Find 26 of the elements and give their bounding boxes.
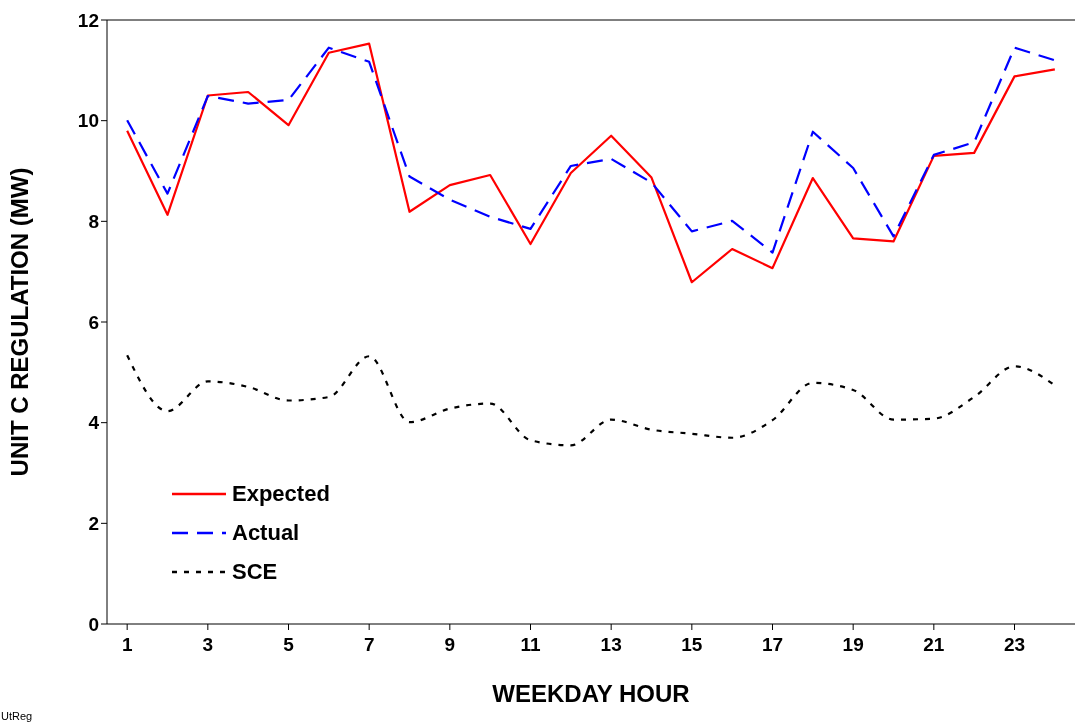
x-tick-label: 1: [121, 634, 133, 656]
legend-label: SCE: [232, 558, 278, 585]
x-tick-label: 13: [600, 634, 622, 656]
y-tick-label: 12: [77, 9, 99, 31]
x-tick-label: 5: [283, 634, 295, 656]
x-tick-label: 23: [1003, 634, 1026, 656]
y-tick-label: 4: [88, 412, 100, 434]
y-tick-label: 0: [88, 613, 99, 635]
y-tick-label: 2: [88, 513, 99, 535]
line-series: [126, 354, 1056, 447]
y-tick-label: 6: [88, 311, 99, 333]
x-tick-label: 11: [520, 634, 541, 656]
text: UtReg: [1, 710, 33, 722]
x-tick-label: 21: [923, 634, 945, 656]
y-tick-label: 10: [77, 110, 99, 132]
y-axis-title: UNIT C REGULATION (MW): [5, 167, 33, 477]
x-tick-label: 15: [681, 634, 703, 656]
x-tick-label: 9: [444, 634, 456, 656]
legend-label: Actual: [232, 519, 300, 546]
legend-label: Expected: [232, 480, 330, 507]
x-tick-label: 17: [761, 634, 784, 656]
y-tick-label: 8: [88, 211, 99, 233]
x-axis-title: WEEKDAY HOUR: [492, 680, 690, 707]
x-tick-label: 3: [202, 634, 214, 656]
x-tick-label: 7: [363, 634, 375, 656]
x-tick-label: 19: [842, 634, 864, 656]
